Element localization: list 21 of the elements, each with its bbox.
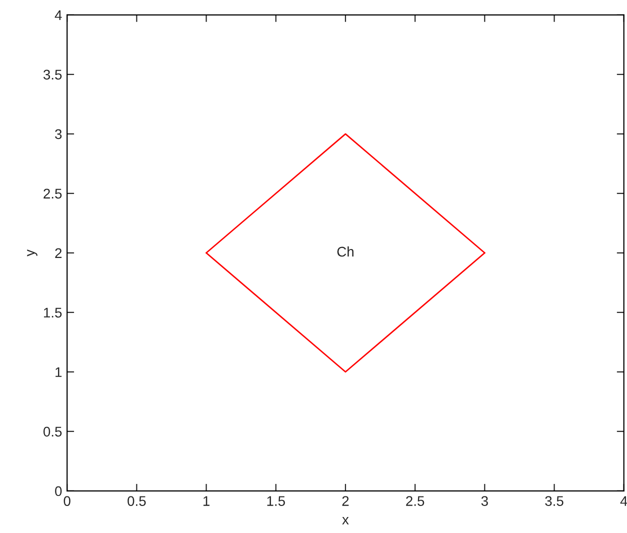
- x-tick-label: 3.5: [545, 496, 564, 506]
- x-axis-title: x: [342, 516, 349, 524]
- x-tick-label: 2.5: [406, 496, 424, 506]
- x-tick-label: 0: [64, 496, 70, 506]
- y-tick-label: 0: [55, 486, 62, 496]
- x-tick-label: 4: [620, 496, 627, 506]
- x-tick-label: 3: [481, 496, 488, 506]
- y-tick-label: 1.5: [44, 308, 62, 318]
- y-tick-label: 4: [54, 10, 62, 20]
- y-axis-title: y: [27, 249, 38, 256]
- y-tick-label: 2: [55, 248, 62, 258]
- y-tick-label: 0.5: [43, 426, 62, 437]
- x-tick-label: 2: [342, 496, 349, 506]
- annotation: Ch: [337, 246, 354, 257]
- y-tick-label: 3: [55, 129, 62, 140]
- y-tick-label: 2.5: [44, 188, 62, 199]
- y-tick-label: 1: [56, 367, 62, 377]
- x-tick-label: 1: [203, 496, 210, 506]
- x-tick-label: 0.5: [128, 496, 146, 506]
- y-tick-label: 3.5: [43, 70, 62, 80]
- x-tick-label: 1.5: [267, 496, 285, 506]
